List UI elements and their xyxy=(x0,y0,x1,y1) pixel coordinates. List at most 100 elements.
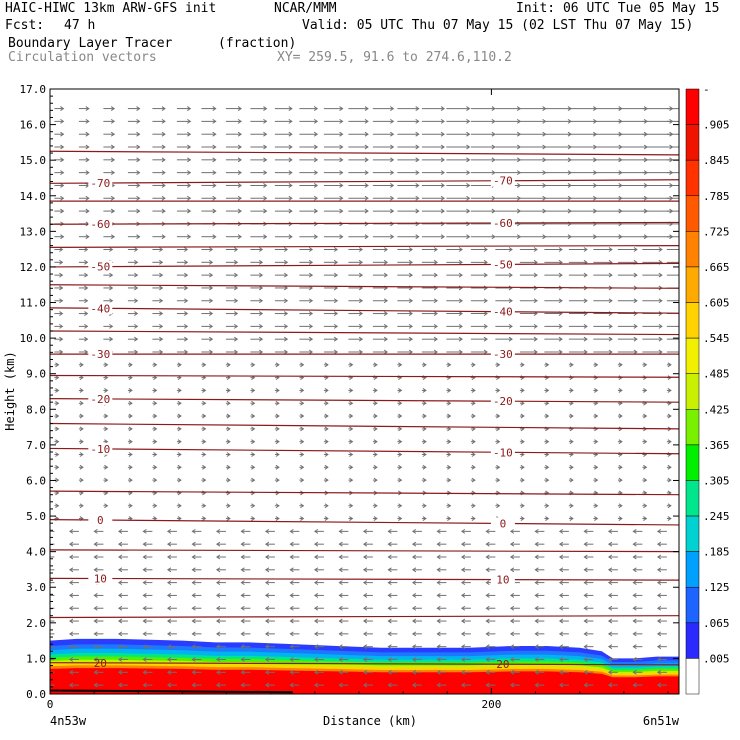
vector-head-1121 xyxy=(136,131,141,137)
vector-head-239 xyxy=(167,567,172,573)
vector-head-133 xyxy=(118,618,123,624)
vector-head-449 xyxy=(226,464,231,470)
vector-head-1151 xyxy=(237,118,242,124)
contour-label-bg-8-1 xyxy=(490,216,515,229)
vector-head-531 xyxy=(324,426,329,432)
vector-head-127 xyxy=(607,631,613,637)
vector-head-669 xyxy=(520,362,525,368)
vector-head-180 xyxy=(632,605,637,611)
vector-head-1042 xyxy=(110,170,116,176)
vector-head-563 xyxy=(471,413,476,419)
vector-head-68 xyxy=(436,657,441,662)
vector-head-566 xyxy=(545,413,550,419)
vector-head-251 xyxy=(460,567,466,573)
vector-head-301 xyxy=(411,541,417,547)
vector-head-469 xyxy=(79,452,84,457)
vector-head-439 xyxy=(618,477,623,483)
vector-head-156 xyxy=(45,606,48,610)
vector-head-13 xyxy=(362,682,368,688)
x-tick-label-1: 200 xyxy=(481,698,501,711)
colorbar-label-15: .065 xyxy=(703,617,730,630)
vector-head-793 xyxy=(383,298,389,304)
contour-label-4-1: -20 xyxy=(493,395,513,408)
vector-head-50 xyxy=(632,669,637,675)
vector-head-71 xyxy=(509,657,515,662)
vector-head-195 xyxy=(362,593,368,598)
vector-head-110 xyxy=(191,631,196,637)
vector-head-6 xyxy=(191,682,196,688)
vector-head-197 xyxy=(411,593,417,598)
vector-head-582 xyxy=(300,400,305,406)
vector-head-181 xyxy=(656,605,662,611)
vector-head-73 xyxy=(558,657,564,662)
vector-head-780 xyxy=(59,298,64,304)
vector-head-357 xyxy=(520,516,525,521)
vector-head-703 xyxy=(84,336,89,342)
vector-head-1131 xyxy=(390,131,395,137)
vector-head-1144 xyxy=(60,118,65,124)
vector-head-967 xyxy=(187,208,192,214)
vector-head-424 xyxy=(251,477,256,483)
vector-head-494 xyxy=(55,439,60,445)
vector-head-9 xyxy=(264,682,270,688)
vector-head-129 xyxy=(656,631,662,637)
vector-head-789 xyxy=(283,298,289,304)
vector-head-126 xyxy=(583,631,588,637)
vector-head-1096 xyxy=(161,144,166,150)
vector-head-474 xyxy=(202,452,207,457)
vector-head-688 xyxy=(358,349,364,355)
vector-head-106 xyxy=(93,631,98,637)
vector-head-1128 xyxy=(313,131,319,137)
vector-head-792 xyxy=(358,298,364,304)
vector-head-273 xyxy=(362,554,368,560)
vector-head-419 xyxy=(128,477,133,483)
colorbar-label-12: .245 xyxy=(703,510,730,523)
vector-head-454 xyxy=(349,464,354,470)
contour-label-5-1: -30 xyxy=(493,348,513,361)
vector-head-598 xyxy=(55,388,60,393)
vector-head-336 xyxy=(632,528,637,534)
vector-head-332 xyxy=(534,528,539,534)
vector-head-296 xyxy=(289,541,294,547)
vector-head-1101 xyxy=(288,144,293,150)
vector-head-175 xyxy=(509,605,515,611)
vector-head-482 xyxy=(398,452,403,457)
vector-head-1185 xyxy=(440,106,445,111)
vector-head-584 xyxy=(349,400,354,406)
vector-head-241 xyxy=(215,567,221,573)
vector-head-297 xyxy=(313,541,319,547)
vector-head-190 xyxy=(240,593,245,598)
vector-head-254 xyxy=(534,567,539,573)
vector-head-846 xyxy=(408,272,414,278)
vector-head-388 xyxy=(643,503,648,509)
vector-head-1014 xyxy=(60,183,65,188)
vector-head-114 xyxy=(289,631,294,637)
vector-head-448 xyxy=(202,464,207,470)
vector-head-115 xyxy=(313,631,319,637)
vector-head-238 xyxy=(142,567,147,573)
vector-head-1183 xyxy=(390,106,395,111)
vector-head-807 xyxy=(84,285,89,291)
vector-head-137 xyxy=(215,618,221,624)
colorbar-label-6: .605 xyxy=(703,297,730,310)
vector-head-276 xyxy=(436,554,441,560)
vector-head-135 xyxy=(167,618,172,624)
vector-head-681 xyxy=(184,349,189,355)
vector-head-143 xyxy=(362,618,368,624)
vector-head-234 xyxy=(45,568,48,572)
vector-head-759 xyxy=(184,311,189,316)
vector-head-736 xyxy=(258,323,264,329)
vector-head-579 xyxy=(226,400,231,406)
vector-head-920 xyxy=(313,234,319,240)
vector-head-167 xyxy=(313,605,319,611)
vector-head-207 xyxy=(656,593,662,598)
vector-head-152 xyxy=(583,618,588,624)
vector-head-17 xyxy=(460,682,466,688)
vector-head-849 xyxy=(483,272,488,278)
vector-head-366 xyxy=(104,503,109,509)
vector-head-145 xyxy=(411,618,417,624)
vector-head-74 xyxy=(583,657,588,662)
vector-head-711 xyxy=(283,336,289,342)
contour-line-14 xyxy=(50,398,679,403)
vector-head-990 xyxy=(110,195,116,201)
